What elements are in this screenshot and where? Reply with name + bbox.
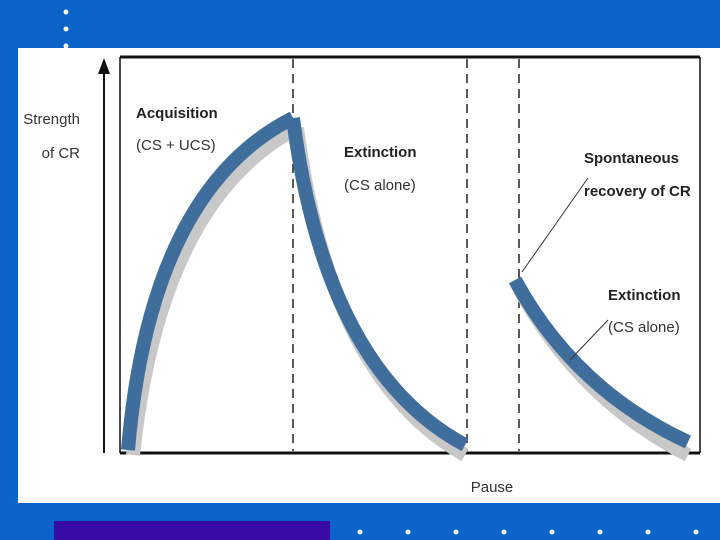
accent-bar — [54, 521, 330, 540]
phase-detail: (CS alone) — [344, 177, 416, 194]
diagram: Strength of CR Acquisition (CS + UCS) Ex… — [23, 55, 701, 496]
y-axis-arrow — [98, 58, 110, 74]
phase-detail: recovery of CR — [584, 183, 691, 200]
phase-title: Acquisition — [136, 105, 218, 122]
phase-title: Spontaneous — [584, 150, 679, 167]
phase-detail: (CS alone) — [608, 319, 680, 336]
phase-title: Extinction — [608, 287, 681, 304]
phase-detail: (CS + UCS) — [136, 137, 216, 154]
pointer-line — [569, 319, 609, 361]
phase-title: Extinction — [344, 144, 417, 161]
x-axis-label: Pause — [471, 479, 514, 496]
y-axis-label: of CR — [42, 145, 81, 162]
decor-dots — [63, 9, 699, 535]
response-curves — [121, 111, 691, 452]
pointer-line — [521, 177, 589, 273]
y-axis-label: Strength — [23, 111, 80, 128]
